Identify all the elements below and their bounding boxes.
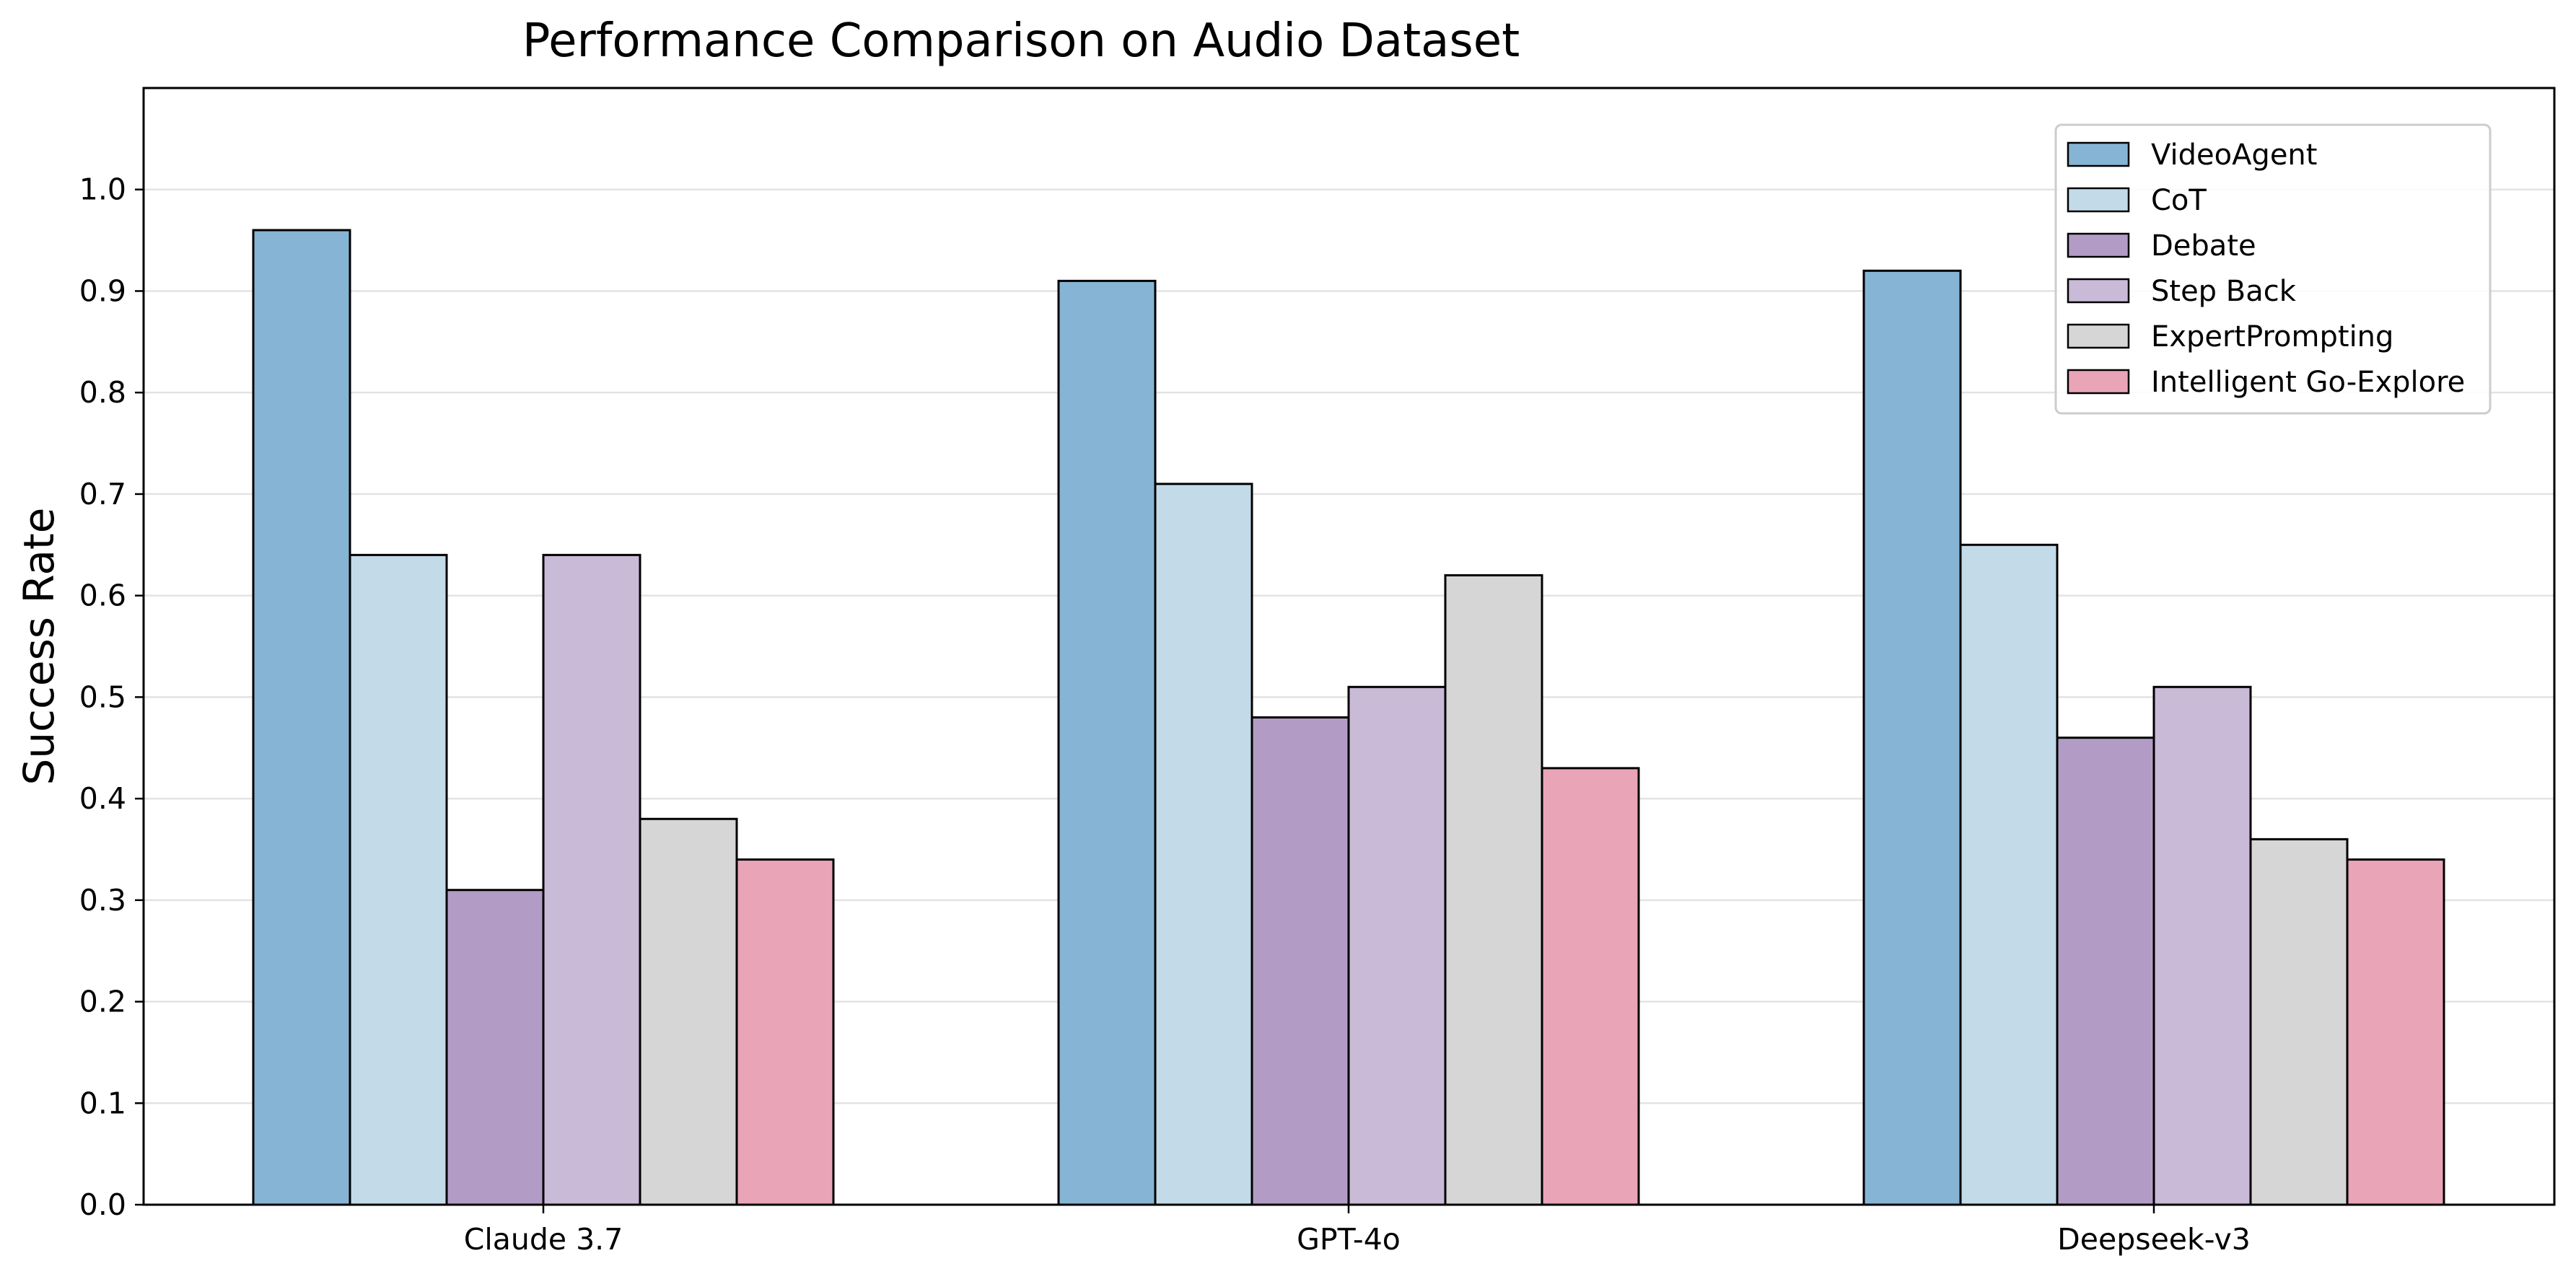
bar-debate-claude-3-7 bbox=[445, 889, 545, 1206]
y-tick-label: 0.7 bbox=[79, 477, 126, 511]
legend: VideoAgent CoT Debate Step Back ExpertPrompt… bbox=[2054, 123, 2492, 415]
bar-intelligent-go-explore-deepseek-v3 bbox=[2346, 858, 2445, 1206]
y-tick-label: 0.9 bbox=[79, 273, 126, 308]
bar-videoagent-claude-3-7 bbox=[252, 229, 351, 1206]
y-tick-label: 0.2 bbox=[79, 985, 126, 1019]
y-tick-label: 1.0 bbox=[79, 172, 126, 207]
legend-swatch bbox=[2067, 323, 2130, 349]
legend-box bbox=[2054, 123, 2492, 415]
bar-debate-gpt-4o bbox=[1250, 716, 1350, 1206]
y-tick-label: 0.0 bbox=[79, 1187, 126, 1222]
x-axis-ticks: Claude 3.7 GPT-4o Deepseek-v3 bbox=[464, 1205, 2251, 1257]
legend-label: VideoAgent bbox=[2151, 139, 2317, 172]
y-tick-label: 0.6 bbox=[79, 579, 126, 613]
bar-expertprompting-gpt-4o bbox=[1444, 573, 1543, 1206]
x-tick-label: Claude 3.7 bbox=[464, 1222, 623, 1257]
bar-step-back-deepseek-v3 bbox=[2152, 685, 2252, 1206]
bar-expertprompting-deepseek-v3 bbox=[2249, 838, 2349, 1206]
legend-swatch bbox=[2067, 232, 2130, 258]
bar-videoagent-gpt-4o bbox=[1057, 279, 1157, 1206]
legend-swatch bbox=[2067, 141, 2130, 167]
legend-label: Step Back bbox=[2151, 275, 2297, 308]
legend-swatch bbox=[2067, 187, 2130, 213]
bar-cot-claude-3-7 bbox=[349, 553, 448, 1206]
y-axis-label: Success Rate bbox=[14, 508, 63, 786]
x-tick-label: GPT-4o bbox=[1297, 1222, 1401, 1257]
bar-cot-deepseek-v3 bbox=[1959, 543, 2059, 1206]
bar-debate-deepseek-v3 bbox=[2056, 737, 2155, 1206]
legend-swatch bbox=[2067, 278, 2130, 304]
legend-label: CoT bbox=[2151, 184, 2207, 217]
bar-step-back-gpt-4o bbox=[1347, 685, 1447, 1206]
bar-intelligent-go-explore-gpt-4o bbox=[1541, 767, 1640, 1206]
bar-videoagent-deepseek-v3 bbox=[1862, 269, 1962, 1206]
chart-title: Performance Comparison on Audio Dataset bbox=[522, 14, 1520, 68]
y-tick-label: 0.1 bbox=[79, 1086, 126, 1120]
bar-cot-gpt-4o bbox=[1154, 483, 1253, 1206]
legend-label: Debate bbox=[2151, 229, 2256, 263]
bar-expertprompting-claude-3-7 bbox=[639, 817, 738, 1206]
x-tick-label: Deepseek-v3 bbox=[2057, 1222, 2251, 1257]
y-tick-label: 0.5 bbox=[79, 680, 126, 714]
y-tick-label: 0.3 bbox=[79, 883, 126, 918]
legend-swatch bbox=[2067, 369, 2130, 395]
y-tick-label: 0.4 bbox=[79, 781, 126, 816]
y-axis-ticks: 0.0 0.1 0.2 0.3 0.4 0.5 0.6 0.7 0.8 0.9 1.0 bbox=[79, 172, 144, 1222]
bar-step-back-claude-3-7 bbox=[542, 553, 641, 1206]
y-tick-label: 0.8 bbox=[79, 375, 126, 410]
bar-intelligent-go-explore-claude-3-7 bbox=[735, 858, 835, 1206]
bars bbox=[252, 229, 2445, 1206]
legend-label: Intelligent Go-Explore bbox=[2151, 366, 2465, 399]
legend-label: ExpertPrompting bbox=[2151, 320, 2393, 353]
